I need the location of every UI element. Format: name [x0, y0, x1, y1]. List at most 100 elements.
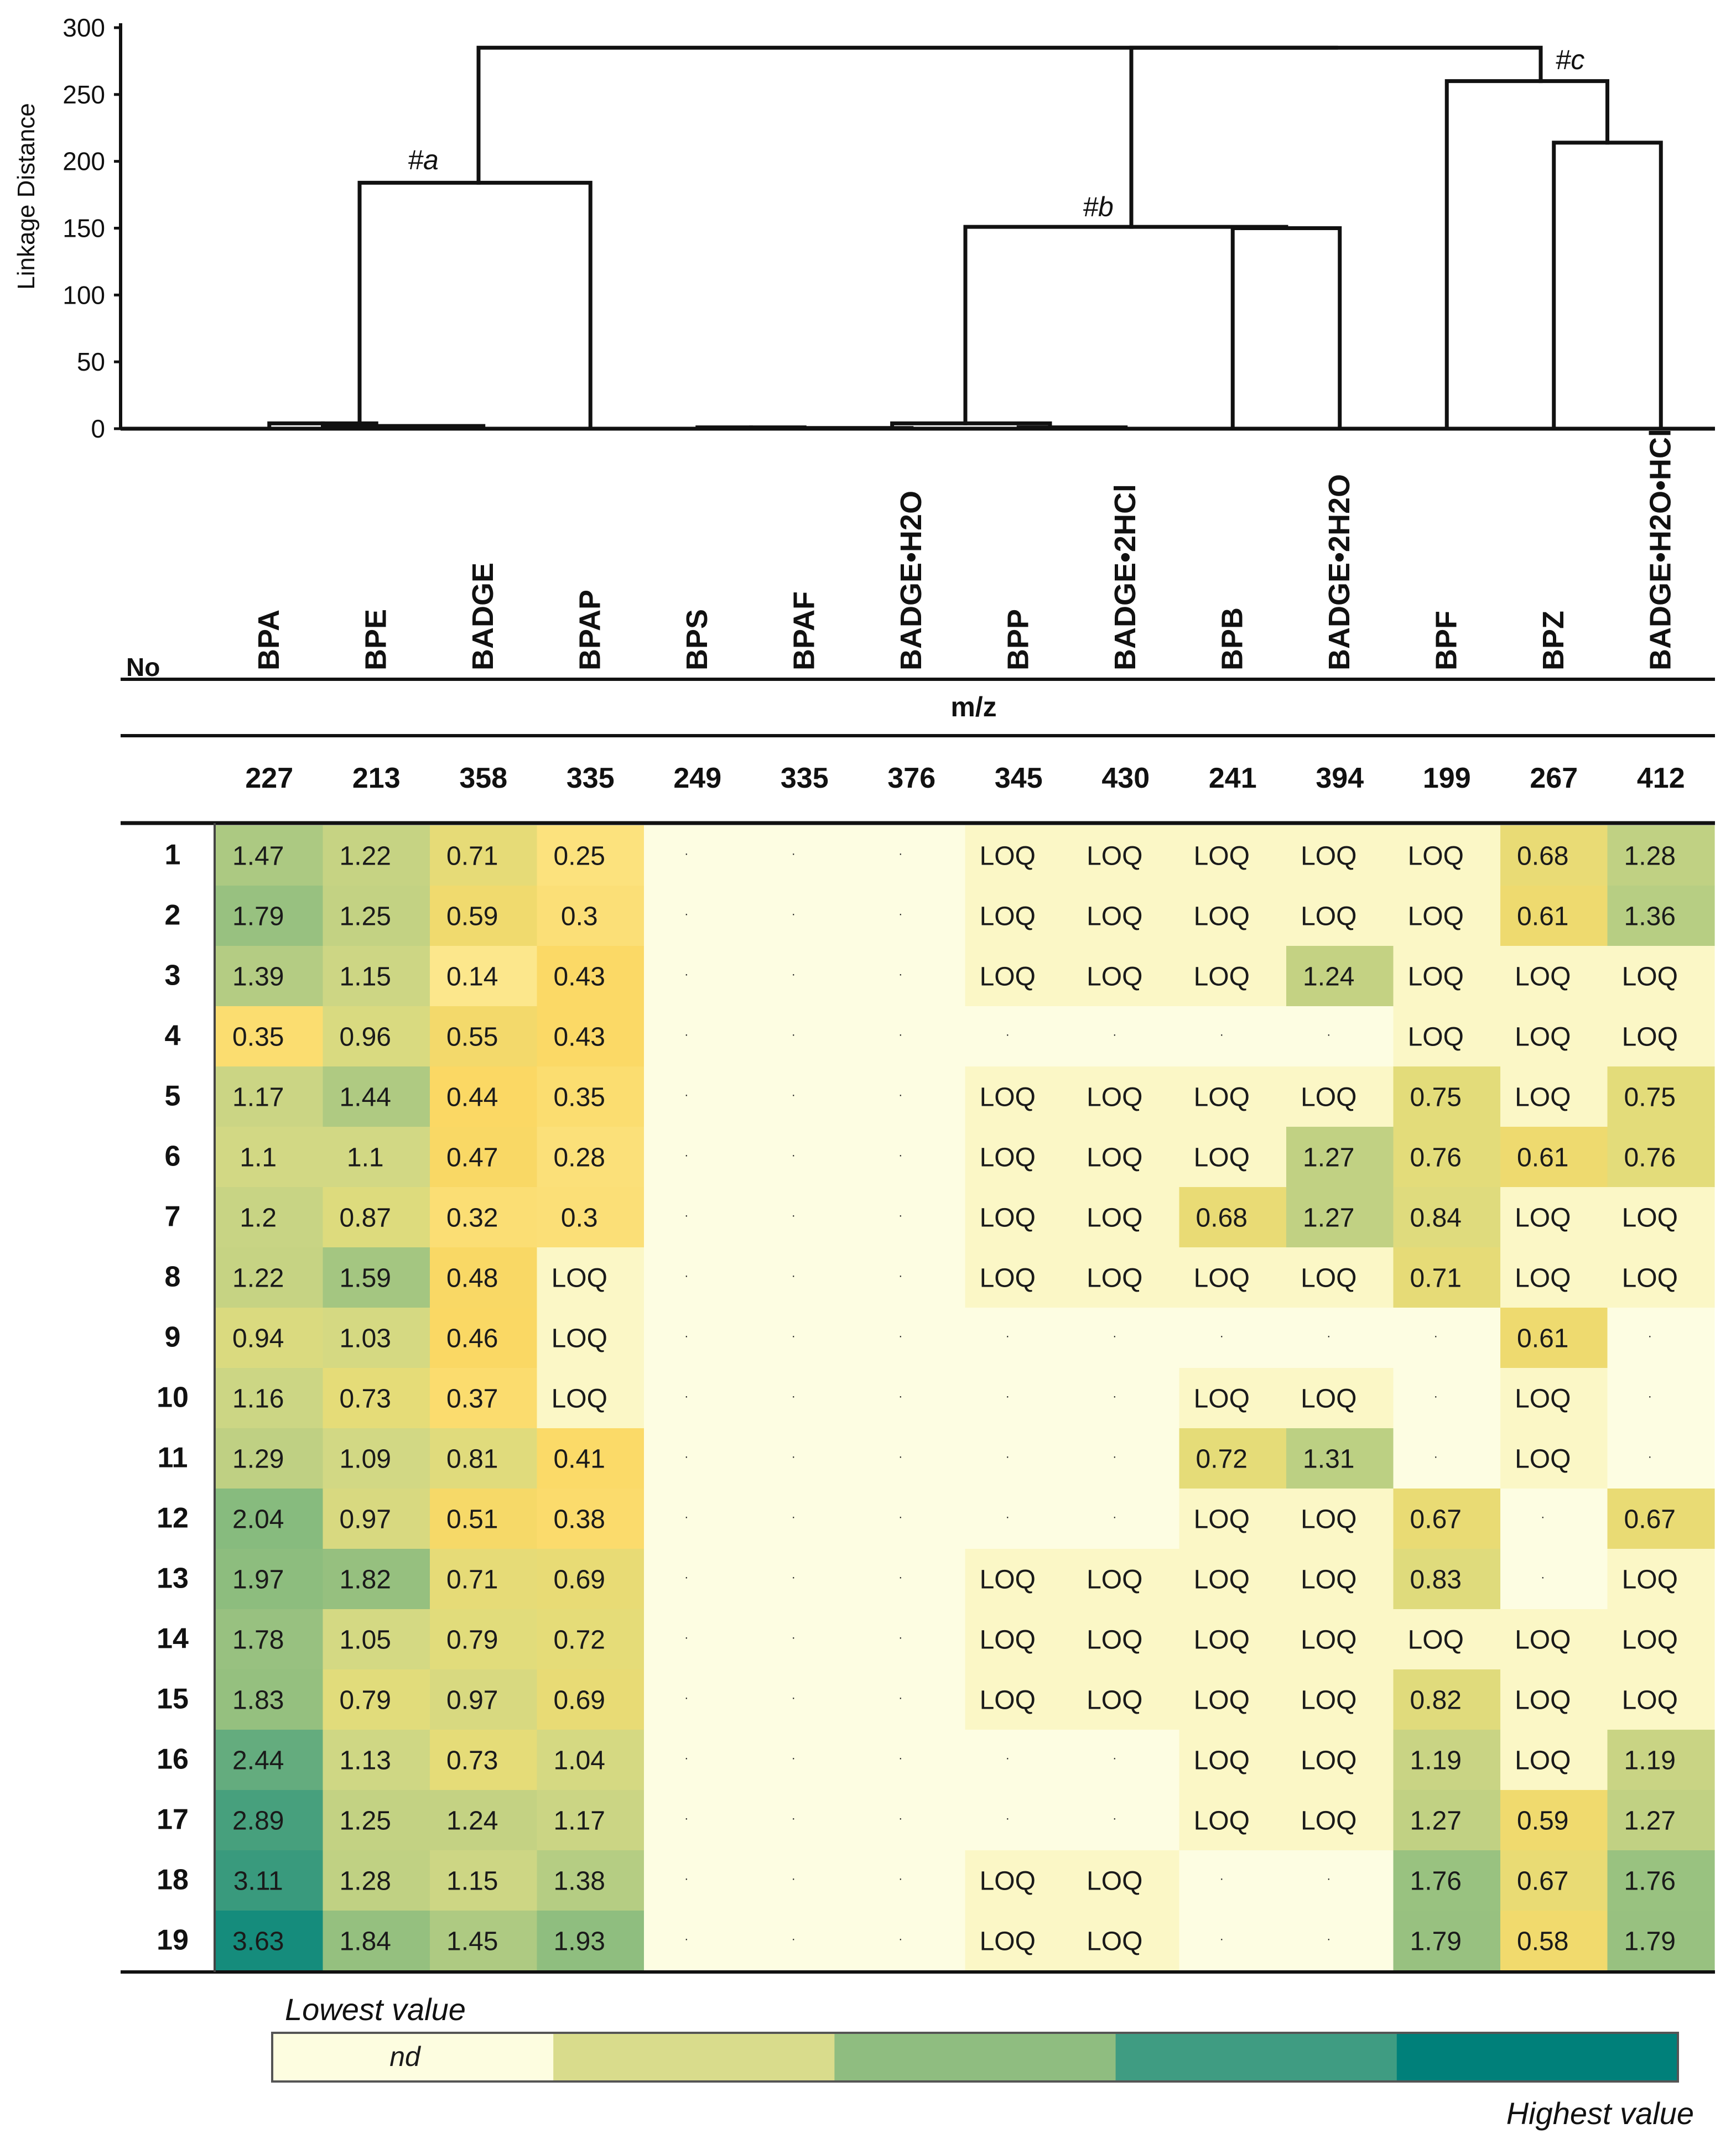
- cell-value-label: 2.89: [232, 1807, 284, 1836]
- mz-value-label: 335: [781, 762, 829, 794]
- cell-value-label: LOQ: [1622, 1626, 1678, 1655]
- heatmap-cell: [1286, 1790, 1394, 1851]
- heatmap-cell: [1393, 1609, 1501, 1670]
- cell-value-label: ·: [684, 1812, 688, 1825]
- heatmap-cell: [1072, 1549, 1180, 1610]
- heatmap-cell: [858, 1609, 966, 1670]
- heatmap-cell: [858, 1187, 966, 1248]
- cell-value-label: ·: [684, 1570, 688, 1584]
- cell-value-label: ·: [792, 1872, 796, 1886]
- row-number-label: 19: [157, 1924, 189, 1956]
- heatmap-cell: [537, 1368, 644, 1429]
- heatmap-cell: [216, 1911, 324, 1971]
- link-cluster-a: [357, 180, 592, 431]
- cell-value-label: 0.67: [1624, 1505, 1676, 1534]
- heatmap-cell: [537, 1850, 644, 1911]
- cell-value-label: ·: [684, 1148, 688, 1162]
- column-name-label: BADGE•2HCl: [1109, 484, 1142, 670]
- heatmap-cell: [1500, 1127, 1608, 1188]
- cell-value-label: 0.37: [446, 1385, 498, 1414]
- heatmap-cell: [751, 1669, 859, 1730]
- cell-value-label: 0.43: [554, 962, 605, 992]
- cell-value-label: 1.45: [446, 1927, 498, 1956]
- legend-swatch: [553, 2033, 835, 2081]
- cell-value-label: 0.94: [232, 1324, 284, 1354]
- cell-value-label: 0.84: [1410, 1204, 1462, 1233]
- heatmap-cell: [1072, 946, 1180, 1007]
- cell-value-label: LOQ: [1408, 902, 1464, 932]
- cell-value-label: ·: [898, 1932, 902, 1946]
- cell-value-label: 1.03: [340, 1324, 391, 1354]
- cell-value-label: ·: [684, 907, 688, 921]
- cell-value-label: LOQ: [1515, 1445, 1571, 1474]
- mz-value-label: 358: [459, 762, 507, 794]
- cell-value-label: LOQ: [1301, 1746, 1356, 1776]
- heatmap-cell: [858, 1911, 966, 1971]
- heatmap-cell: [1393, 946, 1501, 1007]
- cell-value-label: ·: [684, 967, 688, 981]
- cell-value-label: ·: [1327, 1329, 1330, 1343]
- cell-value-label: 0.76: [1410, 1143, 1462, 1173]
- heatmap-cell: [965, 1428, 1073, 1489]
- heatmap-cell: [430, 1790, 538, 1851]
- heatmap-cell: [858, 825, 966, 886]
- cell-value-label: 0.32: [446, 1204, 498, 1233]
- cell-value-label: LOQ: [552, 1264, 607, 1293]
- cell-value-label: ·: [1006, 1751, 1010, 1765]
- heatmap-cell: [644, 1669, 752, 1730]
- heatmap-grid: 1 1.47 1.22 0.71 0.25 · · · LOQ LOQ LOQ LOQ LOQ 0.68 1…: [121, 821, 1715, 1974]
- cell-value-label: ·: [792, 967, 796, 981]
- heatmap-cell: [1500, 1911, 1608, 1971]
- mz-label: m/z: [950, 691, 996, 722]
- heatmap-cell: [323, 825, 430, 886]
- heatmap-cell: [1607, 1790, 1715, 1851]
- cell-value-label: ·: [1006, 1450, 1010, 1464]
- heatmap-cell: [216, 1730, 324, 1791]
- heatmap-cell: [323, 1609, 430, 1670]
- heatmap-cell: [1607, 1669, 1715, 1730]
- heatmap-cell: [1500, 1669, 1608, 1730]
- cell-value-label: 0.61: [1517, 902, 1568, 932]
- heatmap-cell: [1500, 1247, 1608, 1308]
- heatmap-cell: [858, 1489, 966, 1549]
- cell-value-label: 3.63: [232, 1927, 284, 1956]
- column-name-label: BADGE•H2O•HCl: [1644, 429, 1677, 670]
- heatmap-cell: [965, 1730, 1073, 1791]
- heatmap-cell: [1500, 1368, 1608, 1429]
- cell-value-label: 1.04: [554, 1746, 605, 1776]
- cell-value-label: 0.73: [446, 1746, 498, 1776]
- heatmap-cell: [1500, 825, 1608, 886]
- heatmap-cell: [644, 1609, 752, 1670]
- column-name-label: BADGE•2H2O: [1323, 474, 1356, 670]
- cell-value-label: ·: [684, 1932, 688, 1946]
- heatmap-cell: [1072, 1428, 1180, 1489]
- heatmap-cell: [430, 1911, 538, 1971]
- cell-value-label: LOQ: [1622, 1565, 1678, 1595]
- cell-value-label: 1.76: [1624, 1867, 1676, 1896]
- row-number-label: 18: [157, 1864, 189, 1896]
- cell-value-label: ·: [1113, 1812, 1116, 1825]
- heatmap-cell: [965, 1066, 1073, 1127]
- heatmap-cell: [430, 1549, 538, 1610]
- cell-value-label: 0.67: [1410, 1505, 1462, 1534]
- heatmap-cell: [323, 1790, 430, 1851]
- cell-value-label: 1.82: [340, 1565, 391, 1595]
- cell-value-label: 0.48: [446, 1264, 498, 1293]
- cell-value-label: LOQ: [1622, 1023, 1678, 1052]
- cell-value-label: ·: [1648, 1329, 1652, 1343]
- link-small-group: [890, 421, 1052, 430]
- heatmap-cell: [858, 1066, 966, 1127]
- cell-value-label: ·: [684, 1329, 688, 1343]
- cell-value-label: LOQ: [1087, 1565, 1142, 1595]
- heatmap-cell: [1500, 1549, 1608, 1610]
- heatmap-cell: [1393, 1187, 1501, 1248]
- cell-value-label: 0.87: [340, 1204, 391, 1233]
- cell-value-label: 1.25: [340, 902, 391, 932]
- heatmap-cell: [1607, 1127, 1715, 1188]
- row-number-label: 4: [165, 1020, 181, 1052]
- heatmap-cell: [216, 1368, 324, 1429]
- cell-value-label: LOQ: [1515, 1385, 1571, 1414]
- mz-value-label: 249: [673, 762, 721, 794]
- heatmap-cell: [216, 1247, 324, 1308]
- heatmap-cell: [1500, 1308, 1608, 1368]
